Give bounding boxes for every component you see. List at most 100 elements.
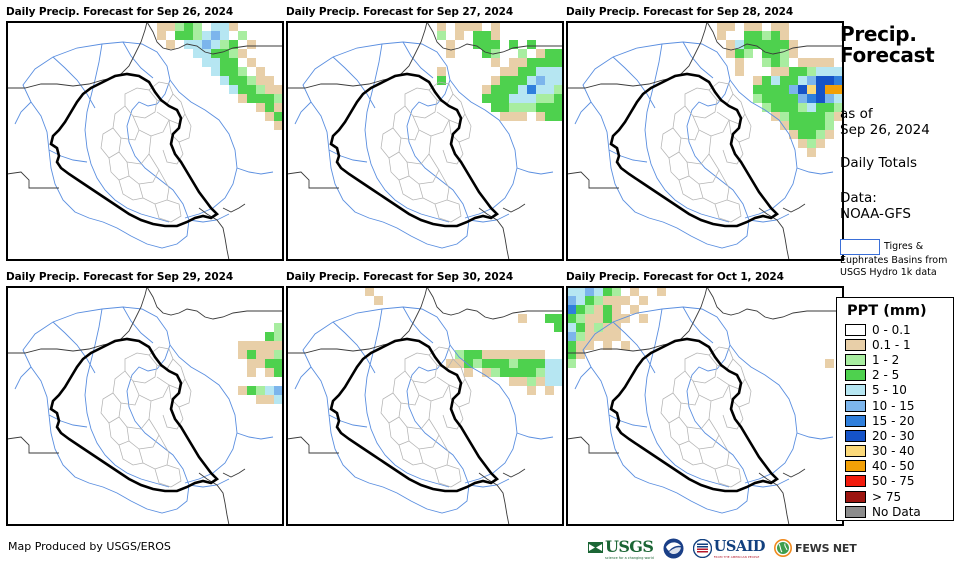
legend-swatch: [845, 384, 866, 397]
legend-label: > 75: [872, 489, 902, 504]
map-credit: Map Produced by USGS/EROS: [8, 540, 171, 553]
legend-row: > 75: [845, 489, 953, 504]
map-canvas[interactable]: [287, 22, 563, 260]
country-borders: [287, 287, 563, 525]
legend-row: 20 - 30: [845, 428, 953, 443]
as-of-label: as of: [840, 106, 873, 122]
legend-swatch: [845, 369, 866, 382]
map-graphic: [567, 287, 843, 525]
precip-raster: [437, 22, 563, 121]
legend-row: 10 - 15: [845, 398, 953, 413]
legend-swatch: [845, 353, 866, 366]
iraq-border: [609, 72, 780, 228]
basin-label-line3: USGS Hydro 1k data: [840, 266, 937, 278]
legend-label: 0 - 0.1: [872, 322, 911, 337]
legend-row: 50 - 75: [845, 474, 953, 489]
basin-label-line1: Tigres &: [884, 240, 924, 252]
panel-title: Daily Precip. Forecast for Sep 26, 2024: [6, 6, 234, 18]
legend-label: 40 - 50: [872, 459, 915, 474]
admin-boundaries: [100, 81, 192, 223]
legend-swatch: [845, 505, 866, 518]
map-frame[interactable]: [6, 286, 284, 526]
basin-outline: [294, 41, 554, 249]
noaa-seal-icon: [663, 538, 684, 558]
iraq-border: [329, 72, 500, 228]
basin-label-line2: Euphrates Basins from: [840, 255, 948, 266]
legend-label: 0.1 - 1: [872, 337, 911, 352]
panel-title: Daily Precip. Forecast for Sep 27, 2024: [286, 6, 514, 18]
map-graphic: [7, 287, 283, 525]
legend-title: PPT (mm): [847, 303, 927, 319]
usgs-wordmark: USGS: [605, 536, 654, 556]
usaid-logo: USAID FROM THE AMERICAN PEOPLE: [692, 537, 766, 559]
admin-boundaries: [100, 346, 192, 488]
fewsnet-globe-icon: [774, 539, 793, 557]
map-frame[interactable]: [6, 21, 284, 261]
basin-legend: Tigres & Euphrates Basins from USGS Hydr…: [840, 236, 970, 278]
admin-boundaries: [380, 346, 472, 488]
map-frame[interactable]: [286, 21, 564, 261]
legend-row: 0 - 0.1: [845, 322, 953, 337]
iraq-border: [609, 337, 780, 493]
map-graphic: [7, 22, 283, 260]
iraq-border: [49, 337, 220, 493]
map-graphic: [287, 22, 563, 260]
admin-boundaries: [660, 346, 752, 488]
legend-label: 2 - 5: [872, 368, 900, 383]
map-canvas[interactable]: [7, 22, 283, 260]
agency-logos: USGS science for a changing world USAID …: [588, 535, 857, 561]
legend-label: 30 - 40: [872, 444, 915, 459]
fewsnet-logo: FEWS NET: [774, 537, 857, 559]
legend-label: No Data: [872, 504, 921, 519]
sidebar-title: Precip. Forecast: [840, 24, 970, 66]
panel-title: Daily Precip. Forecast for Sep 28, 2024: [566, 6, 794, 18]
data-value: NOAA-GFS: [840, 206, 911, 222]
legend-label: 20 - 30: [872, 428, 915, 443]
map-graphic: [567, 22, 843, 260]
daily-totals-label: Daily Totals: [840, 155, 918, 171]
usaid-seal-icon: [692, 538, 712, 558]
map-canvas[interactable]: [567, 22, 843, 260]
basin-outline: [294, 306, 554, 514]
map-frame[interactable]: [566, 286, 844, 526]
map-canvas[interactable]: [7, 287, 283, 525]
data-label: Data:: [840, 190, 877, 206]
map-canvas[interactable]: [567, 287, 843, 525]
legend-label: 15 - 20: [872, 413, 915, 428]
map-frame[interactable]: [286, 286, 564, 526]
legend-label: 5 - 10: [872, 383, 907, 398]
sidebar: Precip. Forecast as of Sep 26, 2024 Dail…: [836, 0, 970, 566]
legend-row: 5 - 10: [845, 383, 953, 398]
legend-row: 1 - 2: [845, 352, 953, 367]
admin-boundaries: [380, 81, 472, 223]
usgs-tagline: science for a changing world: [605, 555, 654, 560]
basin-swatch-icon: [840, 238, 880, 255]
country-borders: [7, 287, 283, 525]
legend-swatch: [845, 323, 866, 336]
legend-swatch: [845, 399, 866, 412]
legend-row: 15 - 20: [845, 413, 953, 428]
map-canvas[interactable]: [287, 287, 563, 525]
noaa-logo: [663, 537, 684, 559]
usaid-wordmark: USAID: [713, 537, 766, 555]
legend-label: 10 - 15: [872, 398, 915, 413]
legend-swatch: [845, 490, 866, 503]
map-frame[interactable]: [566, 21, 844, 261]
precip-raster: [238, 323, 283, 404]
data-source-block: Data: NOAA-GFS: [840, 190, 911, 222]
iraq-border: [329, 337, 500, 493]
fewsnet-wordmark: FEWS NET: [795, 541, 857, 555]
map-graphic: [287, 287, 563, 525]
precip-raster: [717, 22, 843, 157]
panel-title: Daily Precip. Forecast for Sep 30, 2024: [286, 271, 514, 283]
legend-row: No Data: [845, 504, 953, 519]
panel-title: Daily Precip. Forecast for Sep 29, 2024: [6, 271, 234, 283]
precip-raster: [567, 287, 834, 368]
legend-row: 0.1 - 1: [845, 337, 953, 352]
precip-raster: [365, 287, 563, 395]
usgs-logo: USGS science for a changing world: [588, 536, 654, 560]
legend-row: 30 - 40: [845, 444, 953, 459]
